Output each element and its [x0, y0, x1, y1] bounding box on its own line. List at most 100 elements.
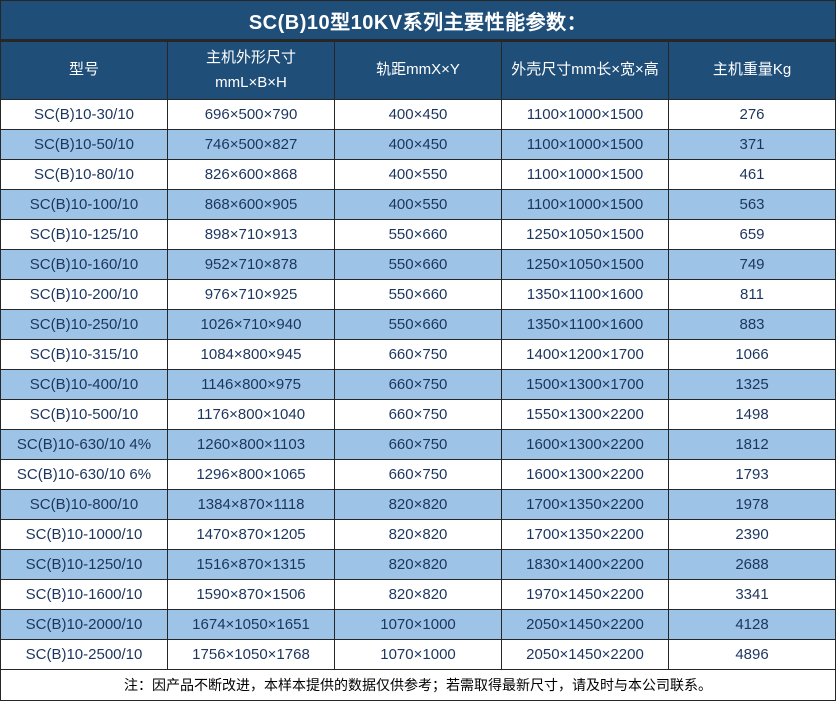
value-cell: 659 — [668, 219, 836, 250]
table-row: SC(B)10-200/10 976×710×925 550×660 1350×110… — [0, 279, 836, 310]
value-cell: 820×820 — [334, 489, 502, 520]
value-cell: 1100×1000×1500 — [501, 99, 669, 130]
value-cell: 1146×800×975 — [167, 369, 335, 400]
model-cell: SC(B)10-400/10 — [0, 369, 168, 400]
value-cell: 2050×1450×2200 — [501, 609, 669, 640]
table-row: SC(B)10-630/10 6% 1296×800×1065 660×750 160… — [0, 459, 836, 490]
value-cell: 2688 — [668, 549, 836, 580]
value-cell: 1812 — [668, 429, 836, 460]
value-cell: 400×450 — [334, 99, 502, 130]
table-footer: 注：因产品不断改进，本样本提供的数据仅供参考；若需取得最新尺寸，请及时与本公司联… — [0, 669, 836, 701]
value-cell: 1250×1050×1500 — [501, 249, 669, 280]
value-cell: 1026×710×940 — [167, 309, 335, 340]
value-cell: 400×550 — [334, 159, 502, 190]
model-cell: SC(B)10-630/10 6% — [0, 459, 168, 490]
page-title: SC(B)10型10KV系列主要性能参数： — [0, 0, 836, 41]
column-header: 主机外形尺寸 mmL×B×H — [167, 41, 335, 100]
value-cell: 868×600×905 — [167, 189, 335, 220]
value-cell: 660×750 — [334, 399, 502, 430]
value-cell: 1498 — [668, 399, 836, 430]
value-cell: 371 — [668, 129, 836, 160]
model-cell: SC(B)10-500/10 — [0, 399, 168, 430]
value-cell: 550×660 — [334, 219, 502, 250]
value-cell: 820×820 — [334, 519, 502, 550]
model-cell: SC(B)10-1000/10 — [0, 519, 168, 550]
model-cell: SC(B)10-125/10 — [0, 219, 168, 250]
header-row: 型号 主机外形尺寸 mmL×B×H 轨距mmX×Y 外壳尺寸mm长×宽×高 主机重量Kg — [0, 41, 836, 100]
footer-note: 注：因产品不断改进，本样本提供的数据仅供参考；若需取得最新尺寸，请及时与本公司联… — [0, 669, 836, 701]
table-row: SC(B)10-1000/10 1470×870×1205 820×820 1700×… — [0, 519, 836, 550]
value-cell: 1700×1350×2200 — [501, 489, 669, 520]
value-cell: 550×660 — [334, 279, 502, 310]
column-header: 主机重量Kg — [668, 41, 836, 100]
value-cell: 1325 — [668, 369, 836, 400]
model-cell: SC(B)10-250/10 — [0, 309, 168, 340]
value-cell: 1400×1200×1700 — [501, 339, 669, 370]
value-cell: 1470×870×1205 — [167, 519, 335, 550]
model-cell: SC(B)10-30/10 — [0, 99, 168, 130]
model-cell: SC(B)10-2500/10 — [0, 639, 168, 670]
model-cell: SC(B)10-1250/10 — [0, 549, 168, 580]
value-cell: 898×710×913 — [167, 219, 335, 250]
model-cell: SC(B)10-2000/10 — [0, 609, 168, 640]
value-cell: 276 — [668, 99, 836, 130]
value-cell: 746×500×827 — [167, 129, 335, 160]
value-cell: 660×750 — [334, 339, 502, 370]
value-cell: 2050×1450×2200 — [501, 639, 669, 670]
value-cell: 1100×1000×1500 — [501, 159, 669, 190]
value-cell: 1100×1000×1500 — [501, 129, 669, 160]
value-cell: 400×450 — [334, 129, 502, 160]
value-cell: 1600×1300×2200 — [501, 459, 669, 490]
value-cell: 1384×870×1118 — [167, 489, 335, 520]
table-row: SC(B)10-50/10 746×500×827 400×450 1100×1000… — [0, 129, 836, 160]
value-cell: 4128 — [668, 609, 836, 640]
value-cell: 820×820 — [334, 579, 502, 610]
value-cell: 1350×1100×1600 — [501, 279, 669, 310]
value-cell: 1516×870×1315 — [167, 549, 335, 580]
value-cell: 563 — [668, 189, 836, 220]
value-cell: 811 — [668, 279, 836, 310]
value-cell: 1176×800×1040 — [167, 399, 335, 430]
value-cell: 660×750 — [334, 369, 502, 400]
table-row: SC(B)10-1600/10 1590×870×1506 820×820 1970×… — [0, 579, 836, 610]
value-cell: 749 — [668, 249, 836, 280]
value-cell: 952×710×878 — [167, 249, 335, 280]
value-cell: 3341 — [668, 579, 836, 610]
table-row: SC(B)10-500/10 1176×800×1040 660×750 1550×1… — [0, 399, 836, 430]
table-row: SC(B)10-630/10 4% 1260×800×1103 660×750 160… — [0, 429, 836, 460]
table-row: SC(B)10-2000/10 1674×1050×1651 1070×1000 20… — [0, 609, 836, 640]
value-cell: 1600×1300×2200 — [501, 429, 669, 460]
table-row: SC(B)10-250/10 1026×710×940 550×660 1350×11… — [0, 309, 836, 340]
table-row: SC(B)10-315/10 1084×800×945 660×750 1400×12… — [0, 339, 836, 370]
value-cell: 1550×1300×2200 — [501, 399, 669, 430]
model-cell: SC(B)10-630/10 4% — [0, 429, 168, 460]
value-cell: 820×820 — [334, 549, 502, 580]
table-row: SC(B)10-100/10 868×600×905 400×550 1100×100… — [0, 189, 836, 220]
value-cell: 976×710×925 — [167, 279, 335, 310]
value-cell: 2390 — [668, 519, 836, 550]
value-cell: 1296×800×1065 — [167, 459, 335, 490]
table-row: SC(B)10-125/10 898×710×913 550×660 1250×105… — [0, 219, 836, 250]
value-cell: 1260×800×1103 — [167, 429, 335, 460]
value-cell: 1070×1000 — [334, 609, 502, 640]
model-cell: SC(B)10-80/10 — [0, 159, 168, 190]
model-cell: SC(B)10-200/10 — [0, 279, 168, 310]
value-cell: 1070×1000 — [334, 639, 502, 670]
model-cell: SC(B)10-100/10 — [0, 189, 168, 220]
table-row: SC(B)10-80/10 826×600×868 400×550 1100×1000… — [0, 159, 836, 190]
table-row: SC(B)10-800/10 1384×870×1118 820×820 1700×1… — [0, 489, 836, 520]
model-cell: SC(B)10-50/10 — [0, 129, 168, 160]
column-header: 型号 — [0, 41, 168, 100]
value-cell: 1700×1350×2200 — [501, 519, 669, 550]
column-header: 外壳尺寸mm长×宽×高 — [501, 41, 669, 100]
footer-row: 注：因产品不断改进，本样本提供的数据仅供参考；若需取得最新尺寸，请及时与本公司联… — [0, 669, 836, 701]
value-cell: 660×750 — [334, 429, 502, 460]
spec-table: 型号 主机外形尺寸 mmL×B×H 轨距mmX×Y 外壳尺寸mm长×宽×高 主机重量Kg… — [0, 41, 836, 701]
value-cell: 1674×1050×1651 — [167, 609, 335, 640]
value-cell: 1756×1050×1768 — [167, 639, 335, 670]
value-cell: 1066 — [668, 339, 836, 370]
value-cell: 461 — [668, 159, 836, 190]
value-cell: 883 — [668, 309, 836, 340]
table-row: SC(B)10-30/10 696×500×790 400×450 1100×1000… — [0, 99, 836, 130]
